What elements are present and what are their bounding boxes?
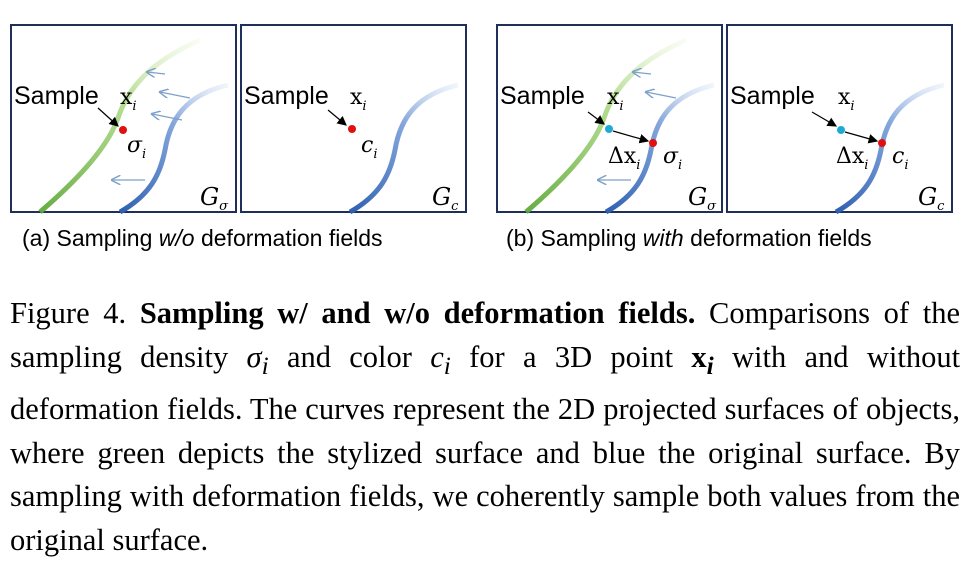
original-surface-curve (834, 82, 945, 215)
sample-arrow (587, 111, 605, 125)
sample-point (605, 125, 613, 133)
offset-arrow (844, 131, 879, 144)
field-label: Gc (918, 183, 945, 214)
original-surface-curve (118, 82, 229, 215)
x-label: xi (120, 85, 137, 114)
figure-label: Figure 4. (10, 296, 127, 330)
field-label: Gσ (200, 183, 229, 214)
deformed-point (878, 139, 886, 147)
panel-b-density: Sample xi Δxi σi Gσ (496, 24, 723, 215)
x-symbol: xi (691, 339, 714, 380)
panel-a-color: Sample xi ci Gc (240, 24, 467, 215)
x-label: xi (607, 85, 624, 114)
sample-label: Sample (730, 82, 815, 110)
field-label: Gc (432, 183, 459, 214)
delta-x-label: Δxi (836, 144, 868, 173)
sample-arrow (327, 109, 347, 126)
panel-a-density-frame (10, 24, 237, 213)
deformation-arrow (160, 92, 191, 99)
x-label: xi (838, 85, 855, 114)
deformation-arrow (147, 72, 166, 74)
panel-b-density-frame (496, 24, 723, 213)
sample-point (837, 126, 845, 134)
caption-text-4: with and without deformation fields. The… (10, 339, 961, 557)
sample-point (348, 125, 356, 133)
sigma-label: σi (127, 133, 146, 162)
field-label: Gσ (688, 183, 717, 214)
c-symbol: ci (430, 339, 451, 380)
delta-x-label: Δxi (608, 144, 640, 173)
deformation-arrow (646, 92, 677, 99)
deformation-arrow (633, 72, 652, 74)
original-surface-curve (348, 82, 459, 215)
sample-point (119, 126, 127, 134)
sample-label: Sample (14, 82, 99, 110)
subcaption-b: (b) Sampling with deformation fields (506, 225, 872, 251)
figure-caption: Figure 4. Sampling w/ and w/o deformatio… (10, 292, 960, 562)
original-surface-curve (604, 82, 715, 215)
sample-arrow (97, 107, 119, 127)
panel-b-color: Sample xi Δxi ci Gc (726, 24, 953, 215)
offset-arrow (612, 130, 650, 144)
subcaption-a: (a) Sampling w/o deformation fields (22, 225, 383, 251)
caption-text-1: Comparisons of the sampling density (10, 296, 960, 374)
sigma-label: σi (663, 144, 682, 173)
sample-label: Sample (244, 82, 329, 110)
deformation-arrow (152, 114, 183, 121)
caption-title: Sampling w/ and w/o deformation fields. (139, 296, 696, 330)
deformed-point (649, 139, 657, 147)
sample-label: Sample (500, 82, 585, 110)
sigma-symbol: σi (246, 339, 269, 380)
panel-a-density: Sample xi σi Gσ (10, 24, 237, 215)
x-label: xi (350, 85, 367, 114)
c-label: ci (892, 144, 909, 173)
caption-text-2: and color (286, 339, 412, 374)
c-label: ci (361, 133, 378, 162)
caption-text-3: for a 3D point (469, 339, 674, 374)
sample-arrow (811, 111, 838, 127)
